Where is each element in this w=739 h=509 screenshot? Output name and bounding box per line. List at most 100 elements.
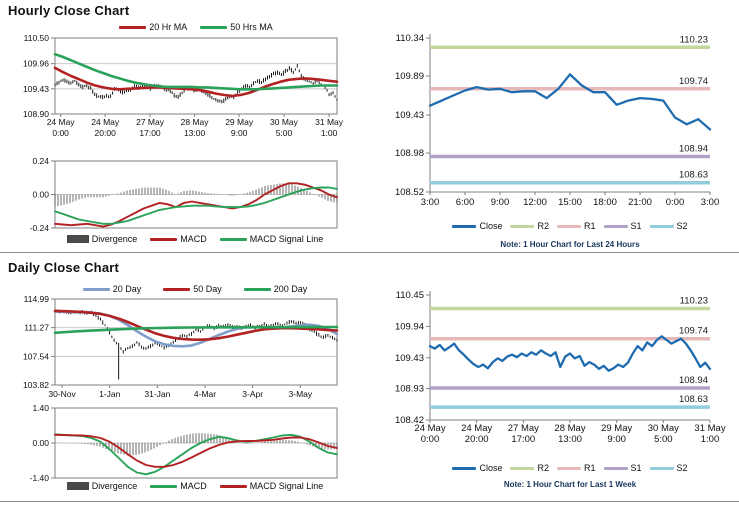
svg-text:5:00: 5:00 — [276, 128, 293, 138]
legend-label: Close — [479, 221, 503, 231]
legend-swatch-icon — [219, 484, 247, 488]
daily-ma-legend: 20 Day 50 Day 200 Day — [45, 284, 345, 294]
svg-text:28 May: 28 May — [181, 117, 210, 127]
pivot-24h-legend: Close R2 R1 S1 S2 — [430, 221, 710, 231]
section-divider — [0, 252, 739, 253]
legend-swatch-icon — [243, 287, 271, 291]
svg-text:3:00: 3:00 — [701, 197, 720, 208]
legend-label: Close — [479, 463, 503, 473]
svg-text:111.27: 111.27 — [24, 323, 49, 333]
svg-text:108.94: 108.94 — [679, 143, 708, 154]
svg-text:21:00: 21:00 — [628, 197, 652, 208]
legend-swatch-icon — [452, 466, 477, 470]
legend-item-r1: R1 — [556, 221, 596, 231]
svg-text:30 May: 30 May — [270, 117, 299, 127]
svg-text:108.90: 108.90 — [23, 109, 49, 119]
svg-text:1-Jan: 1-Jan — [99, 389, 121, 399]
legend-swatch-icon — [163, 287, 191, 291]
svg-text:0.00: 0.00 — [32, 190, 49, 200]
legend-item-20-hr-ma: 20 Hr MA — [119, 22, 187, 32]
legend-item-50-day: 50 Day — [163, 284, 222, 294]
legend-swatch-icon — [150, 237, 178, 241]
legend-label: MACD Signal Line — [249, 481, 324, 491]
svg-text:13:00: 13:00 — [184, 128, 206, 138]
svg-text:4-Mar: 4-Mar — [194, 389, 216, 399]
bottom-divider — [0, 501, 739, 502]
svg-text:109.43: 109.43 — [395, 110, 424, 121]
svg-text:110.45: 110.45 — [396, 290, 424, 301]
legend-item-divergence: Divergence — [66, 481, 138, 491]
svg-text:24 May: 24 May — [461, 423, 492, 434]
svg-text:9:00: 9:00 — [491, 197, 510, 208]
legend-label: 50 Hrs MA — [230, 22, 273, 32]
legend-item-s1: S1 — [603, 463, 642, 473]
legend-item-macd: MACD — [150, 481, 207, 491]
legend-label: MACD Signal Line — [249, 234, 324, 244]
svg-text:29 May: 29 May — [601, 423, 632, 434]
svg-text:27 May: 27 May — [508, 423, 539, 434]
legend-label: Divergence — [91, 234, 138, 244]
svg-text:110.23: 110.23 — [680, 34, 708, 45]
daily-close-chart-title: Daily Close Chart — [8, 260, 120, 275]
legend-swatch-icon — [66, 235, 89, 243]
svg-text:18:00: 18:00 — [593, 197, 617, 208]
legend-swatch-icon — [150, 484, 178, 488]
svg-text:-1.40: -1.40 — [30, 473, 50, 483]
legend-label: R2 — [537, 221, 549, 231]
svg-text:27 May: 27 May — [136, 117, 165, 127]
svg-text:110.50: 110.50 — [24, 33, 50, 43]
svg-text:5:00: 5:00 — [654, 434, 673, 445]
legend-item-r2: R2 — [510, 221, 549, 231]
svg-text:0:00: 0:00 — [666, 197, 685, 208]
svg-text:0.24: 0.24 — [32, 156, 49, 166]
legend-swatch-icon — [119, 25, 147, 29]
svg-text:110.34: 110.34 — [396, 33, 424, 44]
hourly-ma-legend: 20 Hr MA 50 Hrs MA — [55, 22, 337, 32]
svg-text:29 May: 29 May — [225, 117, 254, 127]
svg-text:109.94: 109.94 — [395, 321, 424, 332]
svg-text:30 May: 30 May — [648, 423, 679, 434]
svg-text:114.99: 114.99 — [24, 294, 50, 304]
legend-label: Divergence — [91, 481, 138, 491]
legend-item-s2: S2 — [649, 463, 688, 473]
svg-text:17:00: 17:00 — [139, 128, 161, 138]
svg-text:6:00: 6:00 — [456, 197, 475, 208]
legend-swatch-icon — [66, 482, 89, 490]
svg-text:12:00: 12:00 — [523, 197, 547, 208]
svg-text:9:00: 9:00 — [607, 434, 626, 445]
legend-swatch-icon — [219, 237, 247, 241]
pivot-week-note: Note: 1 Hour Chart for Last 1 Week — [503, 480, 637, 489]
legend-label: 50 Day — [193, 284, 222, 294]
pivot-24h-note: Note: 1 Hour Chart for Last 24 Hours — [500, 240, 640, 249]
svg-text:109.43: 109.43 — [23, 84, 49, 94]
legend-label: MACD — [180, 234, 207, 244]
legend-swatch-icon — [200, 25, 228, 29]
legend-swatch-icon — [649, 466, 674, 470]
svg-text:28 May: 28 May — [554, 423, 585, 434]
svg-text:-0.24: -0.24 — [30, 223, 50, 233]
hourly-close-chart-title: Hourly Close Chart — [8, 3, 130, 18]
legend-item-s1: S1 — [603, 221, 642, 231]
svg-text:24 May: 24 May — [91, 117, 120, 127]
legend-item-20-day: 20 Day — [82, 284, 141, 294]
svg-text:13:00: 13:00 — [558, 434, 582, 445]
legend-item-r1: R1 — [556, 463, 596, 473]
legend-label: R2 — [537, 463, 549, 473]
svg-text:1:00: 1:00 — [321, 128, 338, 138]
svg-text:3-May: 3-May — [289, 389, 313, 399]
legend-swatch-icon — [556, 224, 581, 228]
legend-label: S2 — [676, 463, 688, 473]
svg-text:108.63: 108.63 — [679, 170, 708, 181]
legend-swatch-icon — [510, 224, 535, 228]
svg-text:30-Nov: 30-Nov — [48, 389, 76, 399]
legend-label: S1 — [630, 221, 642, 231]
svg-text:24 May: 24 May — [414, 423, 445, 434]
legend-item-macd-signal-line: MACD Signal Line — [219, 234, 324, 244]
legend-item-50-hrs-ma: 50 Hrs MA — [200, 22, 273, 32]
svg-text:108.63: 108.63 — [679, 394, 708, 405]
svg-text:108.52: 108.52 — [395, 187, 424, 198]
legend-swatch-icon — [510, 466, 535, 470]
legend-label: R1 — [583, 221, 596, 231]
